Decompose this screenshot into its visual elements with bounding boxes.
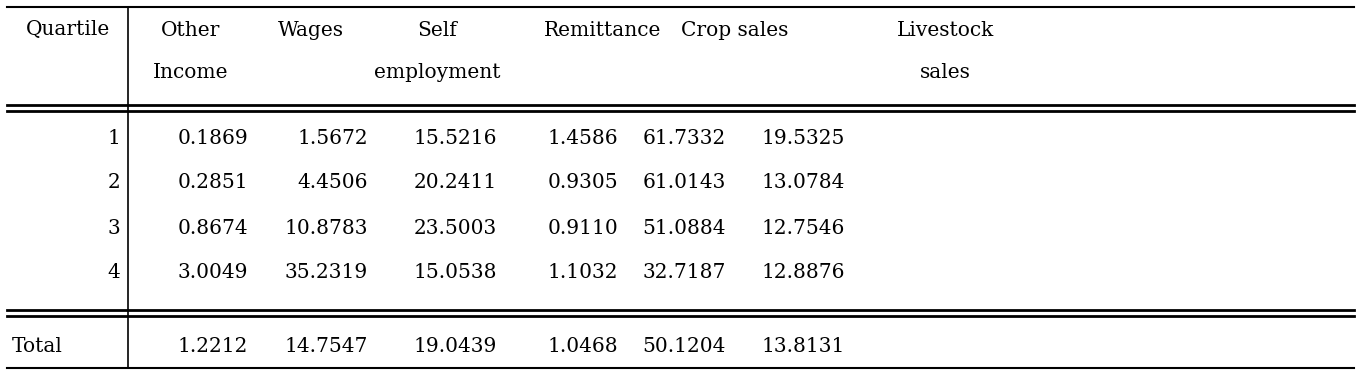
Text: 61.7332: 61.7332 xyxy=(642,129,725,147)
Text: 61.0143: 61.0143 xyxy=(642,174,725,192)
Text: 15.0538: 15.0538 xyxy=(414,264,497,282)
Text: 19.0439: 19.0439 xyxy=(414,338,497,357)
Text: Total: Total xyxy=(12,338,63,357)
Text: Other: Other xyxy=(162,21,220,39)
Text: 4.4506: 4.4506 xyxy=(298,174,367,192)
Text: 12.8876: 12.8876 xyxy=(762,264,845,282)
Text: 32.7187: 32.7187 xyxy=(642,264,725,282)
Text: 0.1869: 0.1869 xyxy=(177,129,248,147)
Text: 3: 3 xyxy=(108,219,120,237)
Text: Crop sales: Crop sales xyxy=(682,21,788,39)
Text: Quartile: Quartile xyxy=(26,21,110,39)
Text: Livestock: Livestock xyxy=(897,21,994,39)
Text: 1.2212: 1.2212 xyxy=(178,338,248,357)
Text: 1.4586: 1.4586 xyxy=(547,129,618,147)
Text: 19.5325: 19.5325 xyxy=(762,129,845,147)
Text: 35.2319: 35.2319 xyxy=(284,264,367,282)
Text: 13.0784: 13.0784 xyxy=(762,174,845,192)
Text: 1.1032: 1.1032 xyxy=(547,264,618,282)
Text: Remittance: Remittance xyxy=(544,21,661,39)
Text: 15.5216: 15.5216 xyxy=(414,129,497,147)
Text: 14.7547: 14.7547 xyxy=(284,338,367,357)
Text: 50.1204: 50.1204 xyxy=(642,338,725,357)
Text: 1: 1 xyxy=(108,129,120,147)
Text: sales: sales xyxy=(920,63,970,81)
Text: 12.7546: 12.7546 xyxy=(762,219,845,237)
Text: Wages: Wages xyxy=(278,21,344,39)
Text: 51.0884: 51.0884 xyxy=(642,219,725,237)
Text: 0.8674: 0.8674 xyxy=(177,219,248,237)
Text: 13.8131: 13.8131 xyxy=(762,338,845,357)
Text: 0.9110: 0.9110 xyxy=(547,219,618,237)
Text: 23.5003: 23.5003 xyxy=(414,219,497,237)
Text: 1.5672: 1.5672 xyxy=(297,129,367,147)
Text: 10.8783: 10.8783 xyxy=(284,219,367,237)
Text: Income: Income xyxy=(154,63,229,81)
Text: 20.2411: 20.2411 xyxy=(414,174,497,192)
Text: employment: employment xyxy=(374,63,501,81)
Text: 2: 2 xyxy=(108,174,120,192)
Text: 4: 4 xyxy=(108,264,120,282)
Text: Self: Self xyxy=(416,21,457,39)
Text: 3.0049: 3.0049 xyxy=(177,264,248,282)
Text: 0.9305: 0.9305 xyxy=(547,174,618,192)
Text: 0.2851: 0.2851 xyxy=(177,174,248,192)
Text: 1.0468: 1.0468 xyxy=(547,338,618,357)
